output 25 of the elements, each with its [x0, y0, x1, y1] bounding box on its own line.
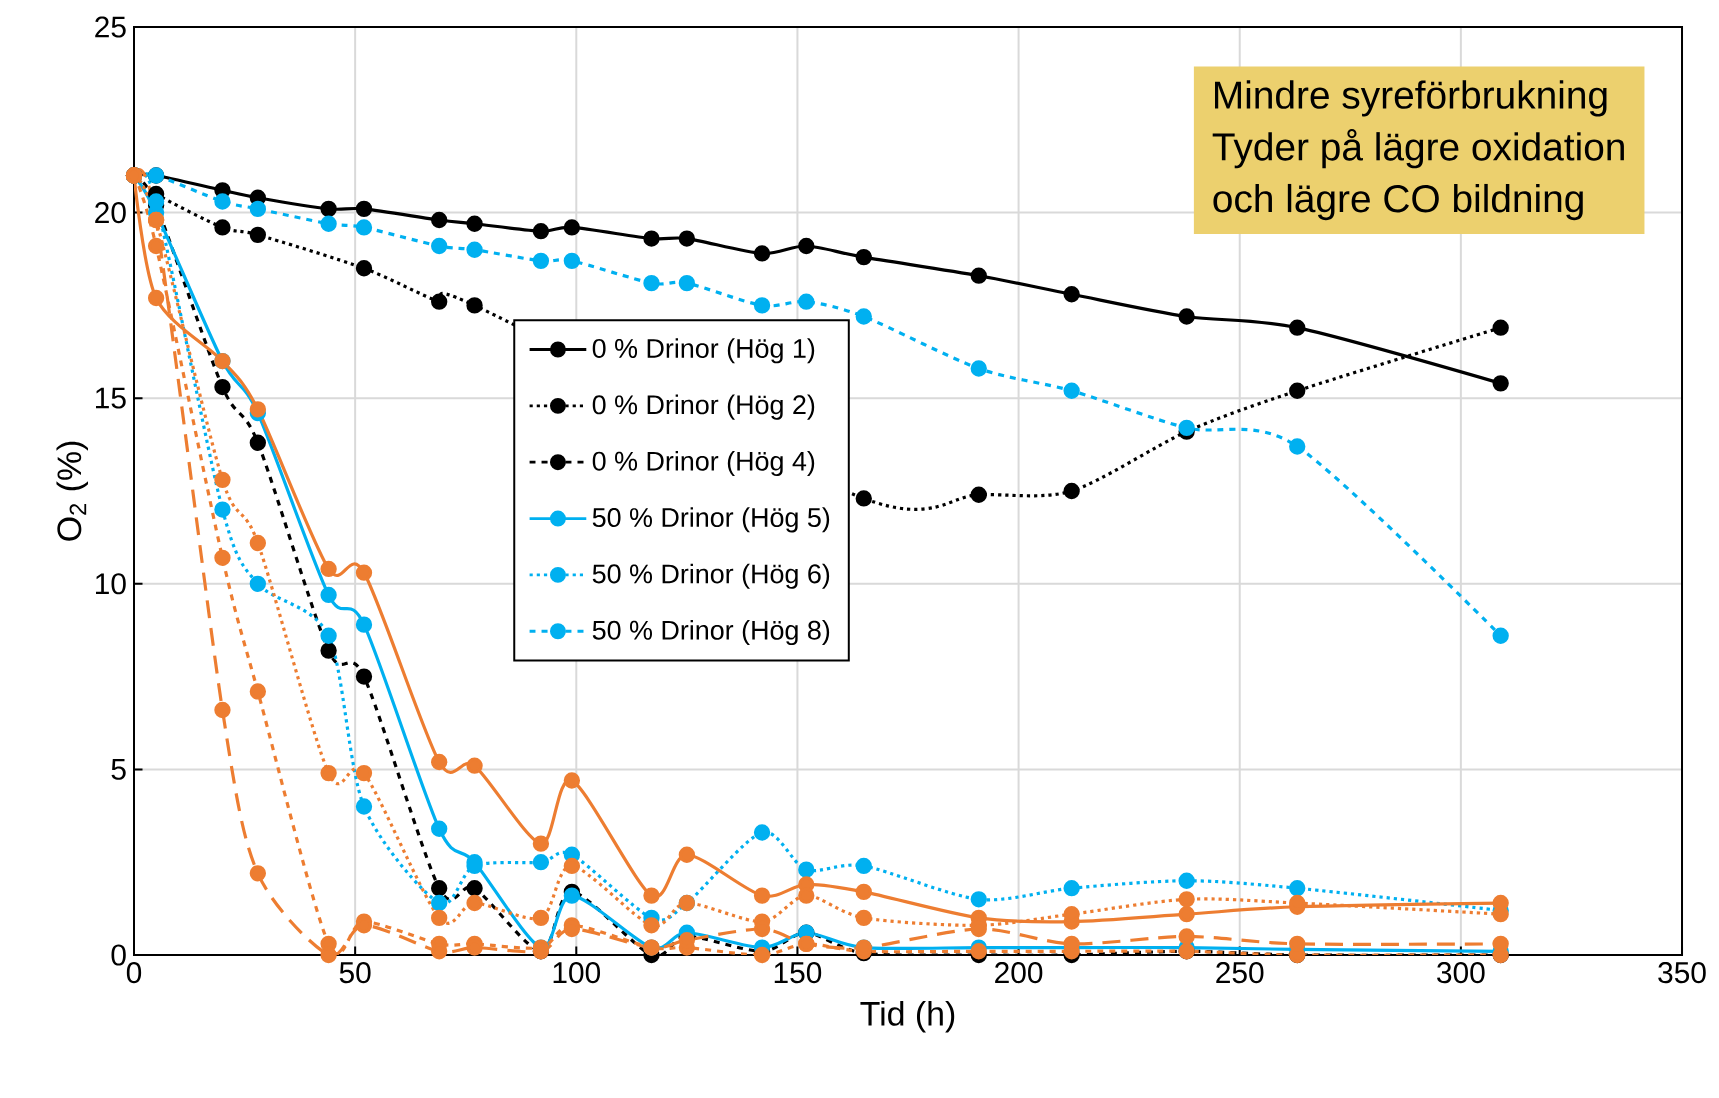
x-axis-title: Tid (h) [860, 1000, 955, 1033]
y-tick-label: 10 [96, 573, 126, 595]
y-tick-label: 0 [111, 944, 126, 966]
legend-label: 50 % Drinor (Hög 6) [592, 563, 830, 589]
x-tick-label: 350 [1658, 962, 1706, 984]
annotation: Tyder på lägre oxidation [1212, 128, 1624, 169]
x-tick-label: 100 [553, 962, 601, 984]
x-tick-label: 300 [1437, 962, 1485, 984]
y-axis-title: O$_{2}$ (%) [56, 441, 88, 541]
x-tick-label: 250 [1216, 962, 1264, 984]
x-tick-label: 200 [995, 962, 1043, 984]
legend-label: 50 % Drinor (Hög 5) [592, 507, 830, 533]
legend-label: 0 % Drinor (Hög 4) [592, 450, 815, 477]
x-tick-label: 0 [126, 962, 142, 984]
annotation: Mindre syreförbrukning [1215, 80, 1607, 117]
annotation: och lägre CO bildning [1213, 183, 1583, 221]
y-tick-label: 5 [111, 758, 126, 780]
y-tick-label: 20 [95, 202, 126, 224]
legend-label: 0 % Drinor (Hög 2) [592, 394, 815, 420]
legend-label: 50 % Drinor (Hög 8) [592, 620, 830, 646]
x-tick-label: 150 [774, 962, 822, 984]
legend-label: 0 % Drinor (Hög 1) [592, 338, 815, 364]
x-tick-label: 50 [339, 962, 371, 984]
y-tick-label: 15 [96, 387, 126, 409]
y-tick-label: 25 [95, 16, 126, 38]
